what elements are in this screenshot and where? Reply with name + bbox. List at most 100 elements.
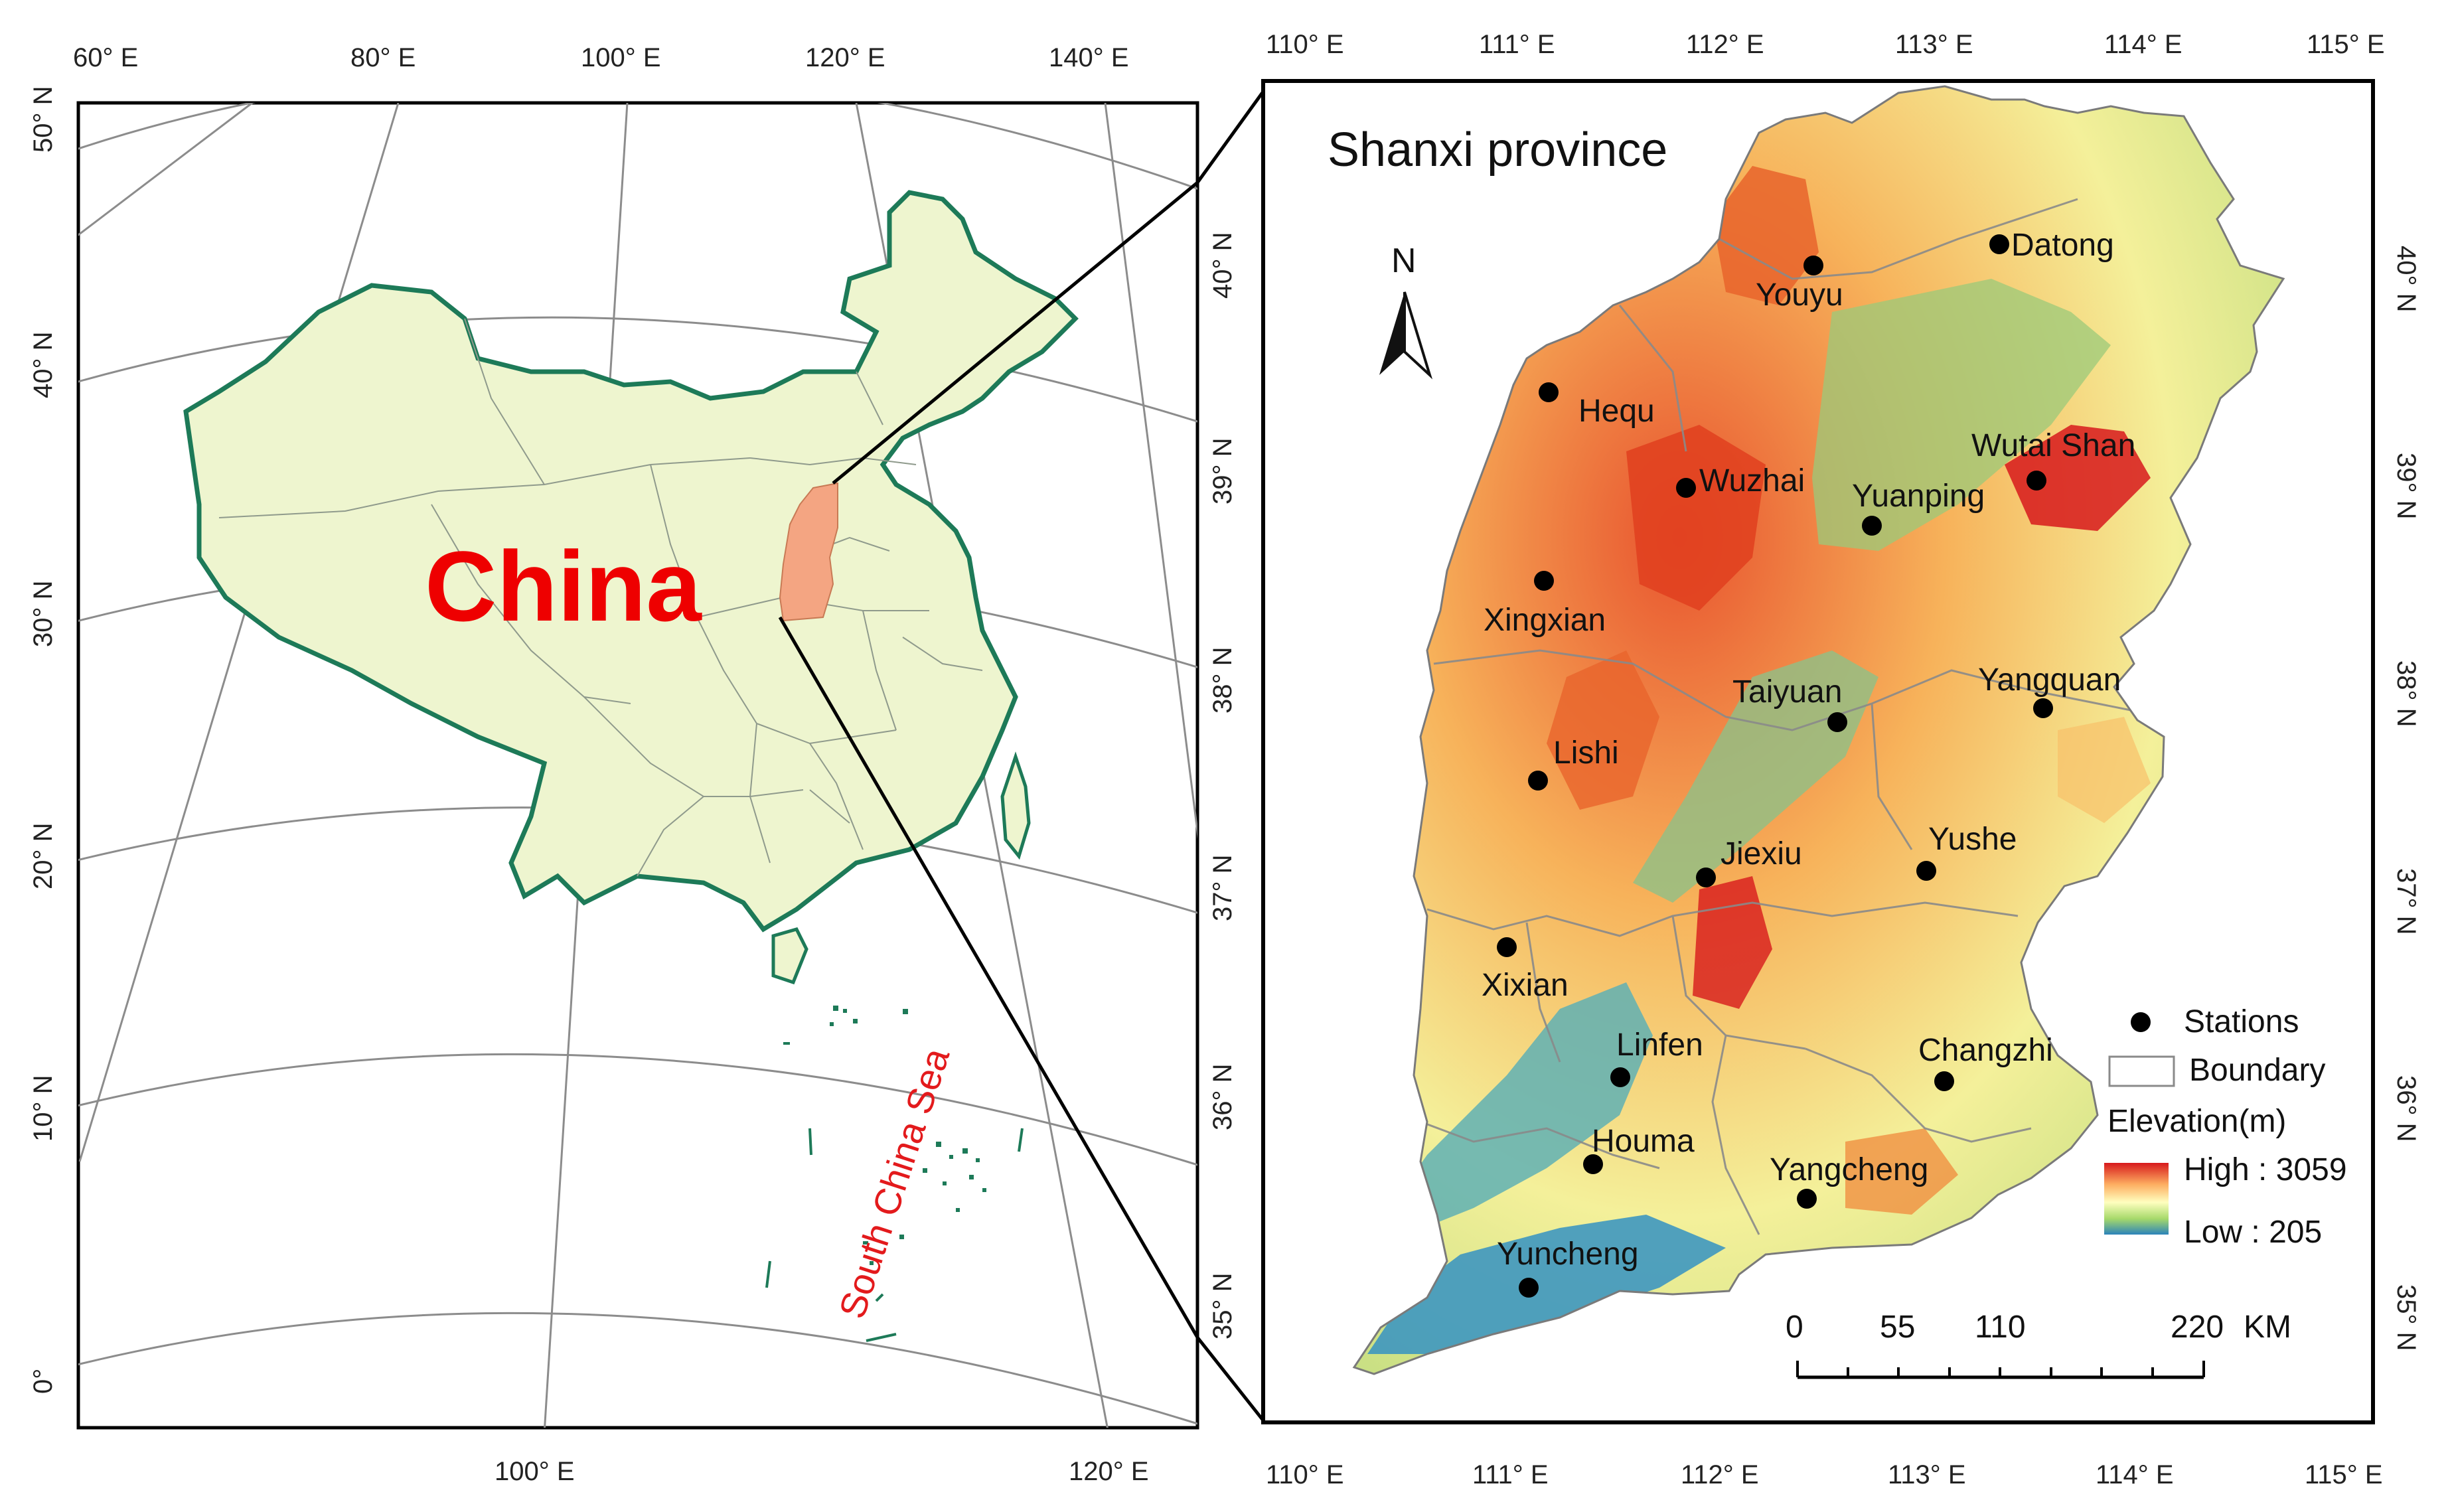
station-dot: [1583, 1154, 1603, 1174]
scale-tick-label: 220: [2171, 1310, 2224, 1345]
station-label: Yangquan: [1978, 662, 2121, 698]
scale-tick-label: 0: [1786, 1310, 1803, 1345]
left-top-tick: 140° E: [1049, 43, 1129, 72]
station-dot: [1803, 256, 1823, 275]
station-dot: [1934, 1071, 1954, 1091]
left-lat-tick: 20° N: [29, 823, 58, 890]
right-lat-tick: 38° N: [1208, 647, 1237, 714]
station-label: Taiyuan: [1732, 674, 1842, 710]
station-dot: [2033, 698, 2053, 718]
station-dot: [1534, 571, 1554, 591]
left-lat-ticks: 50° N 40° N 30° N 20° N 10° N 0°: [29, 86, 58, 1395]
inset-connector-line: [832, 181, 1197, 485]
left-lat-tick: 50° N: [29, 86, 58, 153]
right-lat-tick: 35° N: [1208, 1273, 1237, 1340]
left-bottom-tick: 120° E: [1069, 1457, 1149, 1486]
right-lat-tick: 40° N: [1208, 232, 1237, 299]
right-bottom-tick: 111° E: [1472, 1460, 1549, 1489]
station-label: Houma: [1592, 1124, 1695, 1159]
scale-tick-label: 55: [1880, 1310, 1915, 1345]
station-dot: [1539, 382, 1559, 402]
right-top-ticks: 110° E 111° E 112° E 113° E 114° E 115° …: [1266, 30, 2385, 59]
station-dot: [1862, 516, 1882, 536]
right-left-lat-ticks: 40° N 39° N 38° N 37° N 36° N 35° N: [1208, 232, 1237, 1340]
station-labels: Datong Youyu Hequ Wutai Shan Wuzhai Yuan…: [1482, 228, 2135, 1272]
station-label: Wutai Shan: [1971, 428, 2135, 463]
left-top-tick: 120° E: [805, 43, 885, 72]
elevation-color-ramp: [2104, 1163, 2169, 1235]
shanxi-highlight-shape: [779, 482, 838, 622]
left-lat-tick: 0°: [29, 1369, 58, 1394]
boundary-legend-swatch: [2108, 1055, 2175, 1087]
station-label: Youyu: [1756, 277, 1843, 313]
right-top-tick: 110° E: [1266, 30, 1344, 59]
county-boundaries: [1420, 198, 2131, 1235]
station-label: Xixian: [1482, 968, 1569, 1003]
right-bottom-tick: 110° E: [1266, 1460, 1344, 1489]
station-dot: [1916, 861, 1936, 881]
station-dot: [1519, 1278, 1539, 1298]
right-top-tick: 114° E: [2104, 30, 2182, 59]
left-lat-tick: 30° N: [29, 581, 58, 648]
map-legend: Stations Boundary Elevation(m) High : 30…: [2104, 1004, 2347, 1250]
station-dot: [1610, 1067, 1630, 1087]
right-bottom-tick: 113° E: [1888, 1460, 1966, 1489]
station-dot: [1528, 771, 1548, 791]
station-label: Yushe: [1928, 822, 2017, 857]
right-lat-tick: 38° N: [2392, 660, 2421, 727]
south-china-sea-islands: [783, 1006, 986, 1265]
china-label: China: [425, 530, 702, 642]
scale-unit-label: KM: [2244, 1310, 2291, 1345]
boundary-legend-label: Boundary: [2189, 1053, 2325, 1088]
right-bottom-tick: 114° E: [2096, 1460, 2174, 1489]
elevation-high-label: High : 3059: [2184, 1152, 2347, 1187]
station-label: Yuncheng: [1497, 1237, 1639, 1272]
north-arrow-icon: N: [1379, 242, 1433, 380]
right-right-lat-ticks: 40° N 39° N 38° N 37° N 36° N 35° N: [2392, 246, 2421, 1351]
left-top-tick: 100° E: [581, 43, 661, 72]
stations-legend-label: Stations: [2184, 1004, 2299, 1039]
station-label: Datong: [2011, 228, 2114, 263]
scale-tick-label: 110: [1975, 1310, 2026, 1345]
elevation-low-label: Low : 205: [2184, 1215, 2322, 1250]
station-dot: [1827, 712, 1847, 732]
station-dot: [1676, 478, 1696, 498]
station-dot: [1696, 868, 1716, 887]
map-title: Shanxi province: [1328, 123, 1667, 177]
station-label: Xingxian: [1484, 603, 1606, 638]
right-top-tick: 111° E: [1479, 30, 1555, 59]
station-label: Lishi: [1553, 735, 1619, 771]
station-dot: [1797, 1189, 1817, 1209]
left-bottom-tick: 100° E: [495, 1457, 575, 1486]
left-lat-tick: 10° N: [29, 1075, 58, 1142]
left-top-tick: 80° E: [350, 43, 416, 72]
right-lat-tick: 40° N: [2392, 246, 2421, 313]
island-shapes: [771, 751, 1031, 985]
inset-connector-line: [778, 616, 1197, 1339]
right-top-tick: 115° E: [2307, 30, 2385, 59]
station-label: Yangcheng: [1770, 1152, 1928, 1187]
station-label: Changzhi: [1918, 1033, 2053, 1068]
elevation-legend-title: Elevation(m): [2107, 1104, 2286, 1139]
china-overview-map: China South China Sea 60° E 80° E 100° E…: [29, 43, 1199, 1486]
inset-connector-line: [1195, 90, 1265, 184]
right-top-tick: 112° E: [1686, 30, 1764, 59]
station-dot: [1497, 937, 1517, 957]
right-bottom-ticks: 110° E 111° E 112° E 113° E 114° E 115° …: [1266, 1460, 2383, 1489]
station-markers: [1497, 234, 2053, 1298]
stations-legend-dot: [2131, 1012, 2151, 1032]
left-bottom-ticks: 100° E 120° E: [495, 1457, 1149, 1486]
right-lat-tick: 37° N: [2392, 868, 2421, 935]
station-label: Wuzhai: [1699, 463, 1805, 498]
right-bottom-tick: 112° E: [1681, 1460, 1759, 1489]
station-label: Hequ: [1578, 394, 1655, 429]
station-label: Jiexiu: [1721, 836, 1802, 871]
left-top-ticks: 60° E 80° E 100° E 120° E 140° E: [73, 43, 1129, 72]
right-lat-tick: 39° N: [1208, 438, 1237, 505]
station-dot: [2027, 471, 2046, 491]
right-bottom-tick: 115° E: [2305, 1460, 2383, 1489]
scale-bar: 0 55 110 220 KM: [1786, 1310, 2291, 1379]
station-dot: [1989, 234, 2009, 254]
left-lat-tick: 40° N: [29, 332, 58, 399]
